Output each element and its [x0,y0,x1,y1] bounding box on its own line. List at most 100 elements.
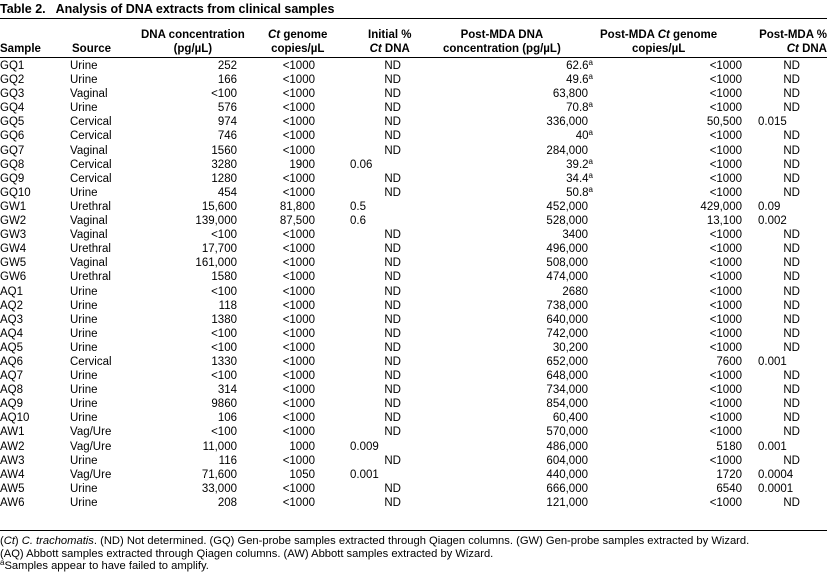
cell-sample: AW2 [0,440,25,453]
cell-post-mda-pct: 0.002 [758,215,787,228]
footnote-marker: a [588,72,593,82]
cell-source: Cervical [70,172,112,185]
cell-initial-pct: ND [384,285,401,298]
cell-post-mda-ct-genome: <1000 [709,313,742,326]
cell-dna-concentration: 208 [217,496,237,509]
cell-post-mda-ct-genome: <1000 [709,158,742,171]
cell-source: Vag/Ure [70,440,112,453]
cell-post-mda-ct-genome: <1000 [709,496,742,509]
cell-sample: GQ5 [0,116,25,129]
cell-sample: GW3 [0,229,27,242]
cell-ct-genome: 81,800 [279,200,315,213]
cell-source: Urine [70,412,98,425]
cell-post-mda-pct: ND [783,158,800,171]
cell-post-mda-ct-genome: 5180 [716,440,742,453]
cell-source: Cervical [70,116,112,129]
cell-post-mda-pct: ND [783,454,800,467]
footnote-abbrev-1: (Ct) C. trachomatis. (ND) Not determined… [0,535,750,547]
header-ct-genome: Ct genome copies/µL [268,29,328,55]
cell-initial-pct: ND [384,341,401,354]
cell-post-mda-concentration: 474,000 [546,271,588,284]
cell-post-mda-concentration: 284,000 [546,144,588,157]
cell-sample: AQ10 [0,412,30,425]
footnote-marker: a [588,128,593,138]
cell-initial-pct: ND [384,454,401,467]
cell-post-mda-concentration: 49.6a [566,72,593,87]
table-title: Analysis of DNA extracts from clinical s… [55,2,335,16]
cell-post-mda-ct-genome: <1000 [709,186,742,199]
cell-sample: AQ6 [0,355,24,368]
table-row: AQ3 Urine 1380 <1000 ND 640,000 <1000 ND [0,313,827,327]
header-sample: Sample [0,43,41,55]
cell-source: Cervical [70,355,112,368]
cell-dna-concentration: 576 [217,102,237,115]
cell-ct-genome: 1900 [289,158,315,171]
table-row: AQ5 Urine <100 <1000 ND 30,200 <1000 ND [0,341,827,355]
cell-post-mda-ct-genome: <1000 [709,229,742,242]
cell-ct-genome: <1000 [282,271,315,284]
cell-post-mda-concentration: 528,000 [546,215,588,228]
cell-sample: GQ4 [0,102,25,115]
cell-initial-pct: ND [384,74,401,87]
cell-post-mda-ct-genome: <1000 [709,299,742,312]
cell-source: Urine [70,398,98,411]
cell-sample: AQ3 [0,313,24,326]
cell-dna-concentration: 118 [218,299,237,312]
table-row: AW5 Urine 33,000 <1000 ND 666,000 6540 0.0001 [0,482,827,496]
cell-ct-genome: <1000 [282,341,315,354]
cell-sample: AQ2 [0,299,24,312]
cell-post-mda-concentration: 854,000 [546,398,588,411]
cell-dna-concentration: 17,700 [201,243,237,256]
cell-post-mda-concentration: 734,000 [546,384,588,397]
cell-sample: AW3 [0,454,25,467]
table-row: AQ10 Urine 106 <1000 ND 60,400 <1000 ND [0,411,827,425]
cell-dna-concentration: 3280 [211,158,237,171]
cell-initial-pct: 0.009 [350,440,379,453]
cell-dna-concentration: 1380 [211,313,237,326]
cell-dna-concentration: 11,000 [202,440,237,453]
cell-post-mda-ct-genome: <1000 [709,412,742,425]
cell-dna-concentration: <100 [211,327,237,340]
cell-source: Urine [70,60,98,72]
cell-post-mda-ct-genome: <1000 [709,130,742,143]
cell-ct-genome: <1000 [282,243,315,256]
cell-ct-genome: <1000 [282,426,315,439]
cell-post-mda-pct: ND [783,299,800,312]
cell-ct-genome: <1000 [282,116,315,129]
header-post-mda-pct: Post-MDA % Ct DNA [759,29,827,55]
cell-ct-genome: <1000 [282,327,315,340]
cell-post-mda-ct-genome: <1000 [709,102,742,115]
cell-sample: AW1 [0,426,25,439]
cell-sample: GQ10 [0,186,31,199]
cell-dna-concentration: 746 [217,130,237,143]
cell-post-mda-pct: ND [783,327,800,340]
cell-ct-genome: <1000 [282,285,315,298]
footnote-abbrev-2: (AQ) Abbott samples extracted through Qi… [0,547,494,560]
cell-initial-pct: ND [384,102,401,115]
cell-ct-genome: 1050 [289,468,315,481]
cell-post-mda-concentration: 666,000 [546,482,588,495]
cell-ct-genome: <1000 [282,412,315,425]
cell-ct-genome: <1000 [282,313,315,326]
table-row: GQ1 Urine 252 <1000 ND 62.6a <1000 ND [0,59,827,73]
cell-post-mda-concentration: 63,800 [552,88,588,101]
table-row: GQ6 Cervical 746 <1000 ND 40a <1000 ND [0,129,827,143]
cell-initial-pct: ND [384,229,401,242]
top-rule [0,18,827,20]
cell-ct-genome: 1000 [289,440,315,453]
cell-post-mda-pct: ND [783,370,800,383]
table-row: GW1 Urethral 15,600 81,800 0.5 452,000 429,000… [0,200,827,214]
cell-sample: GQ2 [0,74,25,87]
cell-sample: GQ6 [0,130,25,143]
cell-source: Cervical [70,130,112,143]
cell-sample: AQ4 [0,327,24,340]
table-footnotes: (Ct) C. trachomatis. (ND) Not determined… [0,535,827,573]
cell-source: Urine [70,341,98,354]
cell-ct-genome: <1000 [282,384,315,397]
cell-post-mda-ct-genome: <1000 [709,398,742,411]
table-row: AW2 Vag/Ure 11,000 1000 0.009 486,000 5180 0.00… [0,440,827,454]
table-row: GQ9 Cervical 1280 <1000 ND 34.4a <1000 ND [0,171,827,186]
cell-ct-genome: <1000 [282,496,315,509]
cell-sample: GW4 [0,243,27,256]
cell-source: Urethral [70,200,111,213]
